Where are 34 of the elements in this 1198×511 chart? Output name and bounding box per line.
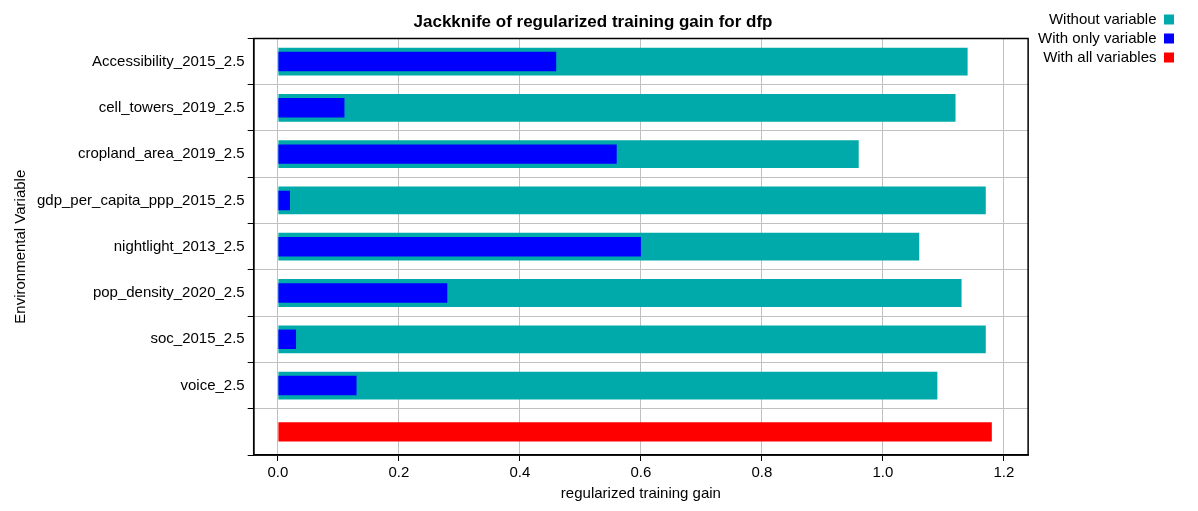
bar bbox=[278, 422, 992, 442]
y-tick-label: gdp_per_capita_ppp_2015_2.5 bbox=[36, 190, 245, 208]
bar bbox=[278, 93, 956, 122]
bar bbox=[278, 329, 297, 349]
x-tick-label: 0.6 bbox=[630, 463, 652, 481]
legend-label: With all variables bbox=[1043, 47, 1157, 65]
y-tick-label: soc_2015_2.5 bbox=[150, 329, 245, 347]
y-tick-label: cropland_area_2019_2.5 bbox=[77, 144, 245, 162]
y-axis-title: Environmental Variable bbox=[11, 169, 29, 324]
bar bbox=[278, 236, 641, 257]
bar bbox=[278, 51, 557, 72]
chart-title: Jackknife of regularized training gain for dfp bbox=[413, 11, 773, 31]
y-tick-label: cell_towers_2019_2.5 bbox=[98, 97, 245, 115]
y-tick-label: Accessibility_2015_2.5 bbox=[92, 51, 245, 69]
bar bbox=[278, 98, 345, 118]
y-tick-label: pop_density_2020_2.5 bbox=[92, 283, 245, 301]
legend-label: With only variable bbox=[1038, 28, 1157, 46]
bar bbox=[278, 186, 986, 215]
x-tick-label: 0.4 bbox=[509, 463, 531, 481]
legend-label: Without variable bbox=[1048, 9, 1157, 27]
x-tick-label: 1.0 bbox=[872, 463, 894, 481]
x-tick-label: 0.8 bbox=[751, 463, 773, 481]
bar bbox=[278, 375, 357, 396]
bar bbox=[278, 371, 938, 400]
x-tick-label: 1.2 bbox=[993, 463, 1015, 481]
bar bbox=[278, 144, 617, 164]
bar bbox=[278, 190, 290, 211]
x-tick-label: 0.2 bbox=[388, 463, 410, 481]
bar bbox=[278, 325, 986, 354]
x-axis-title: regularized training gain bbox=[560, 484, 721, 502]
x-tick-label: 0.0 bbox=[267, 463, 289, 481]
y-tick-label: voice_2.5 bbox=[180, 375, 245, 393]
y-tick-label: nightlight_2013_2.5 bbox=[113, 236, 245, 254]
bar bbox=[278, 283, 448, 303]
